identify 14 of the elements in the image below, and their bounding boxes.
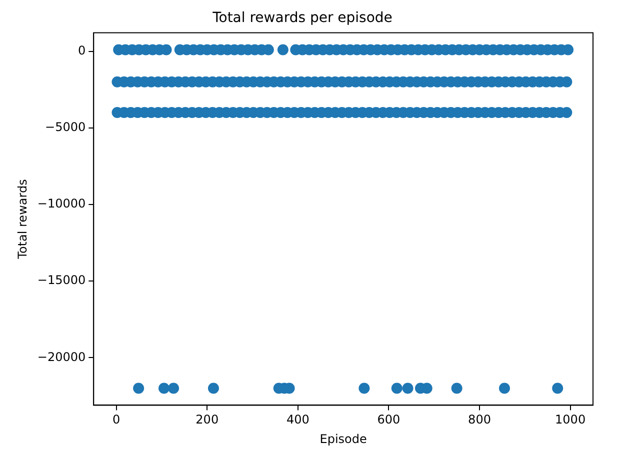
y-axis-title: Total rewards (15, 179, 30, 260)
x-tick-label: 0 (112, 412, 120, 427)
y-tick-label: −10000 (37, 196, 86, 211)
x-tick-label: 200 (196, 412, 219, 427)
y-tick-label: −20000 (37, 350, 86, 364)
y-tick-label: −5000 (45, 120, 86, 134)
x-tick-label: 600 (377, 412, 400, 427)
x-axis-title: Episode (320, 432, 367, 446)
y-tick-label: −15000 (37, 273, 86, 288)
x-tick-label: 800 (468, 412, 491, 427)
y-tick-label: 0 (78, 43, 86, 58)
x-tick-label: 1000 (555, 412, 586, 427)
chart-title: Total rewards per episode (212, 10, 392, 26)
x-tick-label: 400 (286, 412, 310, 427)
